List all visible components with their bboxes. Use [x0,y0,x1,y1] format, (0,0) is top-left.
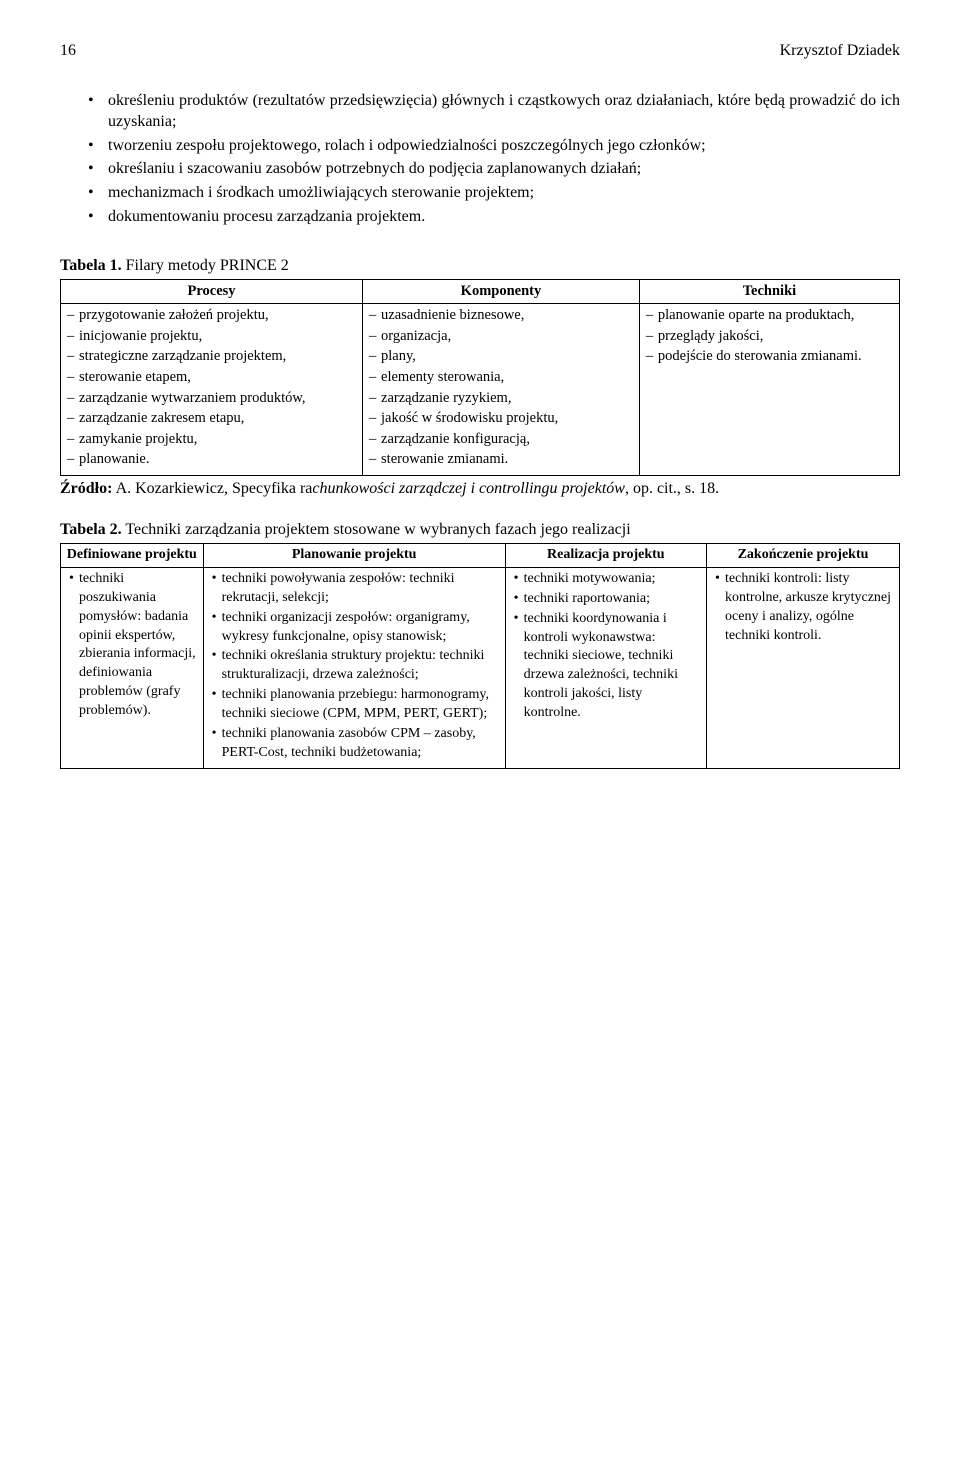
table1-col-komponenty: uzasadnienie biznesowe, organizacja, pla… [363,304,640,476]
table1-body-row: przygotowanie założeń projektu, inicjowa… [61,304,900,476]
list-item: zarządzanie zakresem etapu, [79,409,356,429]
list-item: zamykanie projektu, [79,430,356,450]
author-name: Krzysztof Dziadek [780,40,900,62]
table1-header: Techniki [639,279,899,304]
list-item: podejście do sterowania zmianami. [658,347,893,367]
top-bullet-list: określeniu produktów (rezultatów przedsi… [60,90,900,228]
list-item: techniki koordynowania i kontroli wykona… [524,610,700,723]
table2-body-row: techniki poszukiwania pomysłów: badania … [61,567,900,768]
table1: Procesy Komponenty Techniki przygotowani… [60,279,900,476]
table1-source: Źródło: A. Kozarkiewicz, Specyfika rachu… [60,478,900,500]
list-item: techniki kontroli: listy kontrolne, arku… [725,570,893,646]
list-item: techniki motywowania; [524,570,700,589]
table2: Definiowane projektu Planowanie projektu… [60,543,900,769]
table2-col-realizacja: techniki motywowania; techniki raportowa… [505,567,706,768]
list-item: uzasadnienie biznesowe, [381,306,633,326]
dot-list: techniki kontroli: listy kontrolne, arku… [713,570,893,646]
page-header: 16 Krzysztof Dziadek [60,40,900,62]
table1-caption: Tabela 1. Filary metody PRINCE 2 [60,255,900,277]
table2-header: Zakończenie projektu [707,544,900,568]
table2-header: Realizacja projektu [505,544,706,568]
table2-header: Definiowane projektu [61,544,204,568]
list-item: inicjowanie projektu, [79,327,356,347]
table1-header: Komponenty [363,279,640,304]
source-label: Źródło: [60,480,112,497]
list-item: techniki określania struktury projektu: … [222,647,499,685]
list-item: przygotowanie założeń projektu, [79,306,356,326]
list-item: techniki raportowania; [524,590,700,609]
table2-header: Planowanie projektu [203,544,505,568]
list-item: zarządzanie ryzykiem, [381,389,633,409]
list-item: techniki planowania przebiegu: harmonogr… [222,686,499,724]
dash-list: planowanie oparte na produktach, przeglą… [646,306,893,367]
table2-caption-bold: Tabela 2. [60,521,122,538]
list-item: sterowanie zmianami. [381,450,633,470]
table1-header-row: Procesy Komponenty Techniki [61,279,900,304]
table1-col-techniki: planowanie oparte na produktach, przeglą… [639,304,899,476]
bullet-item: dokumentowaniu procesu zarządzania proje… [108,206,900,228]
list-item: techniki planowania zasobów CPM – zasoby… [222,725,499,763]
bullet-item: mechanizmach i środkach umożliwiających … [108,182,900,204]
table2-caption-rest: Techniki zarządzania projektem stosowane… [122,521,631,538]
table1-col-procesy: przygotowanie założeń projektu, inicjowa… [61,304,363,476]
source-text: , op. cit., s. 18. [625,480,719,497]
table2-col-planowanie: techniki powoływania zespołów: techniki … [203,567,505,768]
list-item: plany, [381,347,633,367]
table1-header: Procesy [61,279,363,304]
table1-caption-bold: Tabela 1. [60,257,122,274]
list-item: techniki powoływania zespołów: techniki … [222,570,499,608]
page-number: 16 [60,40,76,62]
dot-list: techniki motywowania; techniki raportowa… [512,570,700,723]
bullet-item: określaniu i szacowaniu zasobów potrzebn… [108,158,900,180]
table2-caption: Tabela 2. Techniki zarządzania projektem… [60,519,900,541]
list-item: planowanie. [79,450,356,470]
list-item: elementy sterowania, [381,368,633,388]
dash-list: uzasadnienie biznesowe, organizacja, pla… [369,306,633,470]
list-item: organizacja, [381,327,633,347]
list-item: zarządzanie konfiguracją, [381,430,633,450]
table2-header-row: Definiowane projektu Planowanie projektu… [61,544,900,568]
list-item: strategiczne zarządzanie projektem, [79,347,356,367]
list-item: planowanie oparte na produktach, [658,306,893,326]
dot-list: techniki poszukiwania pomysłów: badania … [67,570,197,721]
list-item: techniki organizacji zespołów: organigra… [222,609,499,647]
table2-col-definiowane: techniki poszukiwania pomysłów: badania … [61,567,204,768]
bullet-item: tworzeniu zespołu projektowego, rolach i… [108,135,900,157]
dot-list: techniki powoływania zespołów: techniki … [210,570,499,763]
bullet-item: określeniu produktów (rezultatów przedsi… [108,90,900,133]
list-item: jakość w środowisku projektu, [381,409,633,429]
source-text: A. Kozarkiewicz, Specyfika ra [112,480,312,497]
source-italic: chunkowości zarządczej i controllingu pr… [312,480,625,497]
dash-list: przygotowanie założeń projektu, inicjowa… [67,306,356,470]
table1-caption-rest: Filary metody PRINCE 2 [122,257,289,274]
list-item: zarządzanie wytwarzaniem produktów, [79,389,356,409]
list-item: sterowanie etapem, [79,368,356,388]
table2-col-zakonczenie: techniki kontroli: listy kontrolne, arku… [707,567,900,768]
list-item: techniki poszukiwania pomysłów: badania … [79,570,197,721]
list-item: przeglądy jakości, [658,327,893,347]
